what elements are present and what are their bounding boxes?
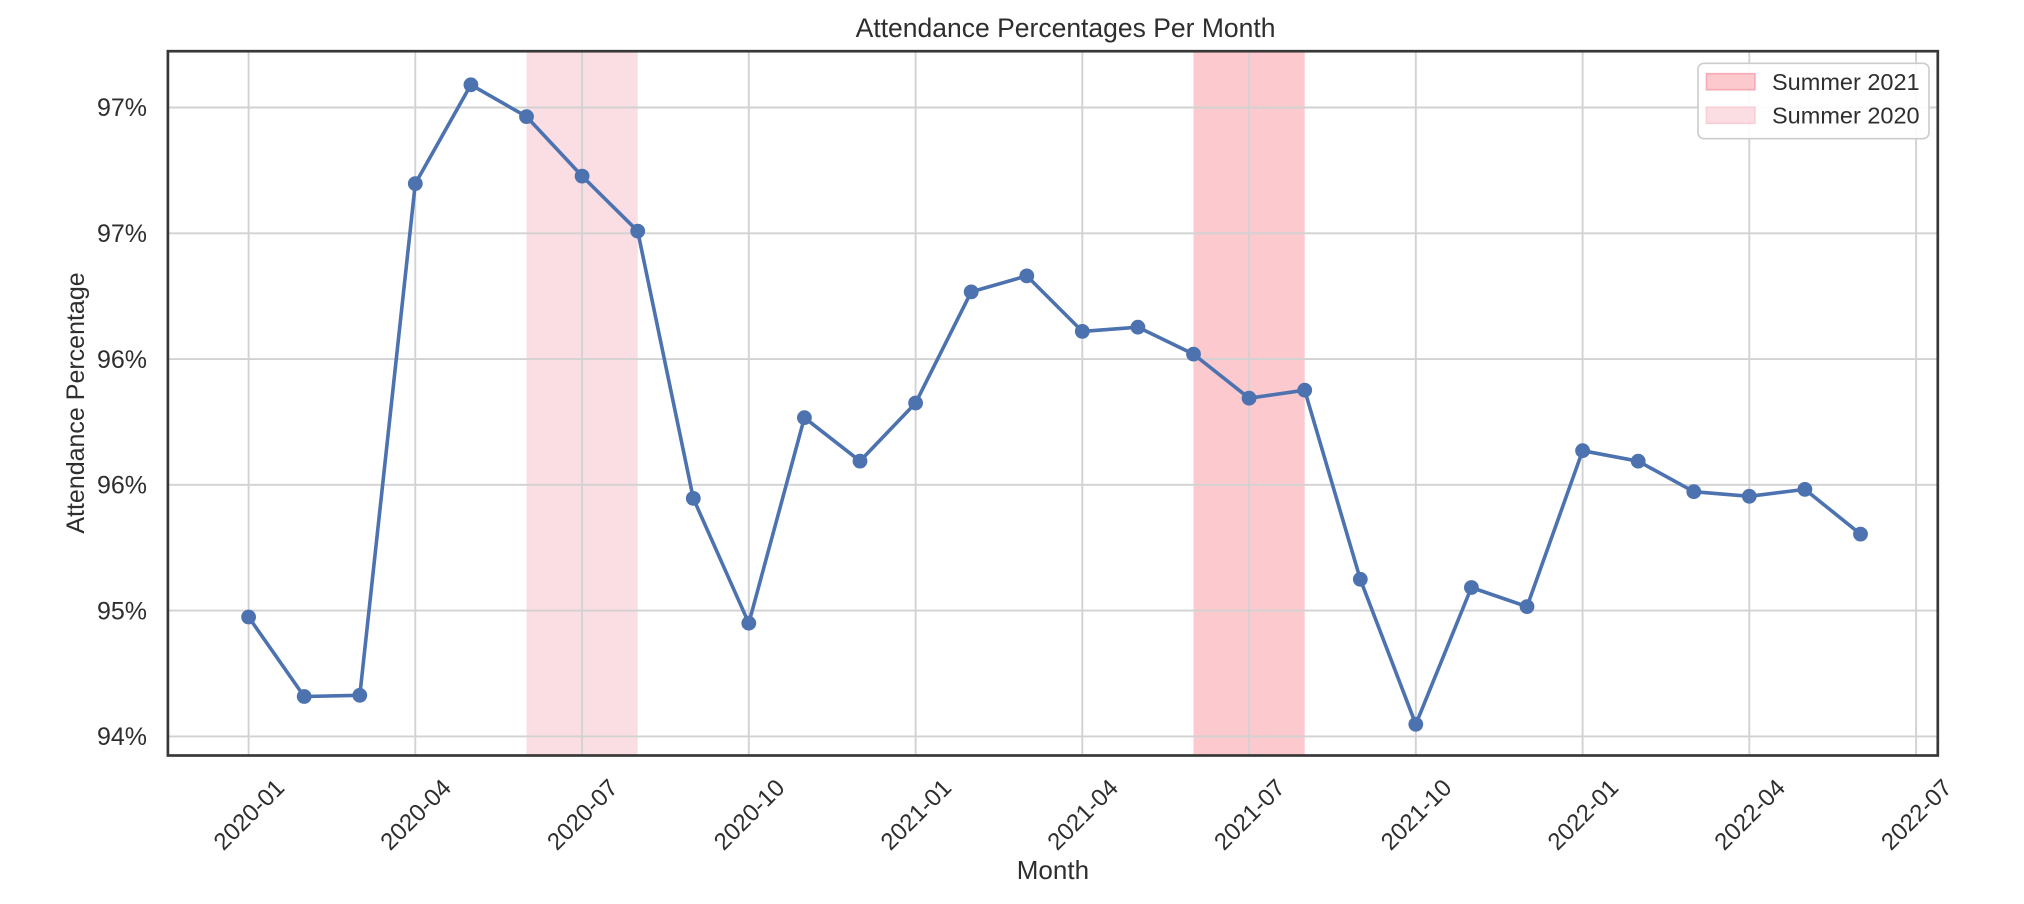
svg-text:Summer 2020: Summer 2020 bbox=[1772, 102, 1920, 128]
svg-text:96%: 96% bbox=[97, 472, 147, 500]
svg-text:Summer 2021: Summer 2021 bbox=[1772, 69, 1920, 95]
svg-text:97%: 97% bbox=[97, 220, 147, 248]
svg-text:95%: 95% bbox=[97, 597, 147, 625]
svg-text:96%: 96% bbox=[97, 346, 147, 374]
svg-text:97%: 97% bbox=[97, 94, 147, 122]
svg-text:Attendance Percentage: Attendance Percentage bbox=[62, 272, 90, 533]
svg-text:94%: 94% bbox=[97, 723, 147, 751]
svg-text:Attendance Percentages Per Mon: Attendance Percentages Per Month bbox=[856, 13, 1276, 43]
svg-text:Month: Month bbox=[1017, 855, 1089, 885]
